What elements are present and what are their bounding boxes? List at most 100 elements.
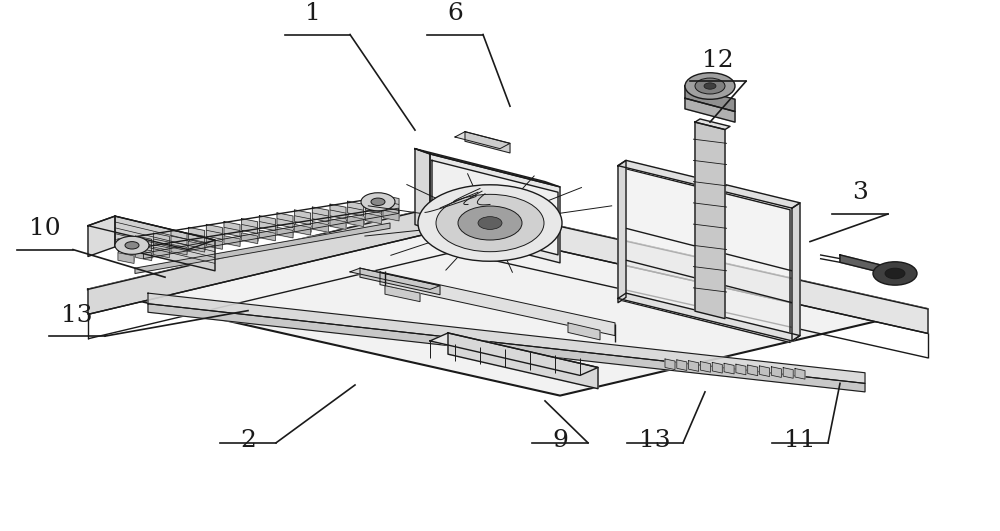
Polygon shape	[430, 333, 598, 375]
Polygon shape	[135, 223, 390, 273]
Text: 13: 13	[61, 304, 93, 327]
Polygon shape	[792, 203, 800, 341]
Polygon shape	[171, 230, 187, 245]
Polygon shape	[259, 230, 275, 241]
Text: 11: 11	[784, 430, 816, 452]
Polygon shape	[118, 253, 134, 263]
Circle shape	[115, 236, 149, 254]
Polygon shape	[242, 233, 258, 244]
Polygon shape	[724, 363, 734, 374]
Circle shape	[418, 185, 562, 261]
Polygon shape	[620, 167, 790, 342]
Text: 12: 12	[702, 49, 734, 72]
Polygon shape	[380, 272, 615, 336]
Polygon shape	[365, 213, 381, 224]
Polygon shape	[840, 255, 900, 277]
Polygon shape	[171, 244, 187, 255]
Polygon shape	[312, 207, 328, 222]
Circle shape	[371, 198, 385, 205]
Polygon shape	[795, 369, 805, 379]
Polygon shape	[277, 227, 293, 238]
Circle shape	[361, 193, 395, 211]
Polygon shape	[330, 219, 346, 229]
Polygon shape	[224, 221, 240, 236]
Polygon shape	[448, 333, 598, 389]
Circle shape	[685, 73, 735, 99]
Polygon shape	[383, 195, 399, 210]
Polygon shape	[677, 360, 687, 371]
Polygon shape	[455, 203, 928, 333]
Text: 9: 9	[552, 430, 568, 452]
Polygon shape	[153, 247, 169, 258]
Polygon shape	[618, 160, 626, 303]
Polygon shape	[330, 204, 346, 219]
Polygon shape	[760, 366, 770, 376]
Text: 10: 10	[29, 217, 61, 240]
Text: 6: 6	[447, 2, 463, 25]
Circle shape	[458, 206, 522, 240]
Polygon shape	[618, 160, 800, 208]
Polygon shape	[88, 203, 928, 396]
Polygon shape	[385, 286, 420, 302]
Polygon shape	[695, 122, 725, 319]
Polygon shape	[259, 216, 275, 230]
Circle shape	[478, 217, 502, 229]
Polygon shape	[136, 236, 152, 251]
Circle shape	[873, 262, 917, 285]
Polygon shape	[348, 216, 364, 227]
Polygon shape	[360, 268, 440, 295]
Polygon shape	[415, 149, 430, 230]
Polygon shape	[224, 236, 240, 246]
Polygon shape	[189, 242, 205, 252]
Polygon shape	[700, 362, 710, 372]
Polygon shape	[312, 221, 328, 232]
Polygon shape	[430, 154, 560, 263]
Polygon shape	[88, 216, 115, 256]
Polygon shape	[153, 233, 169, 248]
Polygon shape	[465, 132, 510, 153]
Circle shape	[704, 83, 716, 89]
Text: 1: 1	[305, 2, 321, 25]
Polygon shape	[685, 98, 735, 122]
Polygon shape	[415, 149, 560, 187]
Polygon shape	[295, 210, 311, 225]
Polygon shape	[206, 225, 222, 239]
Polygon shape	[88, 203, 455, 314]
Polygon shape	[432, 160, 558, 255]
Polygon shape	[348, 201, 364, 216]
Polygon shape	[350, 268, 440, 289]
Polygon shape	[88, 216, 215, 250]
Polygon shape	[295, 225, 311, 235]
Polygon shape	[115, 216, 215, 271]
Polygon shape	[689, 361, 699, 371]
Polygon shape	[118, 239, 134, 254]
Polygon shape	[189, 227, 205, 242]
Polygon shape	[665, 359, 675, 370]
Polygon shape	[148, 304, 865, 392]
Polygon shape	[206, 238, 222, 249]
Polygon shape	[618, 293, 800, 341]
Polygon shape	[771, 367, 781, 378]
Polygon shape	[685, 86, 735, 112]
Polygon shape	[455, 132, 510, 149]
Polygon shape	[277, 213, 293, 228]
Text: 2: 2	[240, 430, 256, 452]
Polygon shape	[383, 210, 399, 221]
Polygon shape	[136, 250, 152, 261]
Polygon shape	[748, 365, 758, 375]
Polygon shape	[783, 367, 793, 378]
Polygon shape	[365, 198, 381, 213]
Polygon shape	[242, 219, 258, 234]
Polygon shape	[736, 364, 746, 375]
Text: 3: 3	[852, 182, 868, 204]
Polygon shape	[143, 208, 398, 259]
Circle shape	[695, 78, 725, 94]
Polygon shape	[568, 323, 600, 340]
Polygon shape	[148, 293, 865, 383]
Circle shape	[885, 268, 905, 279]
Circle shape	[125, 242, 139, 249]
Polygon shape	[695, 119, 730, 130]
Polygon shape	[712, 363, 722, 373]
Text: 13: 13	[639, 430, 671, 452]
Circle shape	[436, 194, 544, 252]
